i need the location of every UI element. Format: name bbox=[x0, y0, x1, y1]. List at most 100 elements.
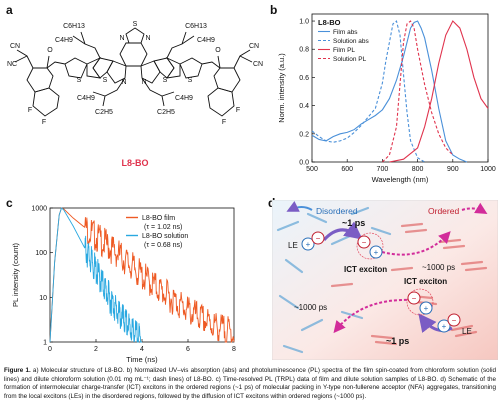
atom-s-far-right: S bbox=[188, 77, 193, 84]
plot-frame bbox=[311, 13, 489, 163]
x-tick-label: 8 bbox=[232, 346, 236, 353]
c4h9-right: C4H9 bbox=[197, 37, 215, 44]
label-1000ps-bottom: ~1000 ps bbox=[294, 303, 327, 312]
c2h5-left: C2H5 bbox=[95, 109, 113, 116]
x-tick-label: 6 bbox=[186, 346, 190, 353]
c6h13-right: C6H13 bbox=[185, 23, 207, 30]
legend-label: L8-BO film bbox=[142, 215, 175, 222]
svg-text:+: + bbox=[306, 240, 311, 249]
f-right-1: F bbox=[236, 107, 240, 114]
series-line-2 bbox=[389, 20, 489, 163]
c4h9-lower-left: C4H9 bbox=[77, 95, 95, 102]
x-tick-label: 500 bbox=[306, 166, 318, 173]
atom-n-right: N bbox=[145, 35, 150, 42]
ict-exciton-bottom: − + bbox=[406, 288, 434, 316]
arrow-ict-diffusion-top bbox=[381, 231, 451, 256]
c6h13-left: C6H13 bbox=[63, 23, 85, 30]
y-tick-label: 0.0 bbox=[299, 160, 309, 167]
x-tick-label: 1000 bbox=[480, 166, 496, 173]
nc-left: NC bbox=[7, 61, 17, 68]
series-line-3 bbox=[382, 20, 454, 163]
svg-text:−: − bbox=[412, 294, 417, 303]
atom-s-center: S bbox=[133, 21, 138, 28]
svg-text:−: − bbox=[362, 238, 367, 247]
caption-lead: Figure 1. bbox=[4, 367, 31, 374]
x-tick-label: 800 bbox=[412, 166, 424, 173]
atom-s-left: S bbox=[103, 77, 108, 84]
x-tick-label: 600 bbox=[341, 166, 353, 173]
label-1000ps-top: ~1000 ps bbox=[422, 263, 455, 272]
chart-title: L8-BO bbox=[318, 18, 341, 27]
label-1ps-bottom: ~1 ps bbox=[386, 336, 409, 346]
legend-label: Film PL bbox=[333, 47, 355, 54]
le-exciton-bottom: + − bbox=[437, 313, 461, 333]
series-line-1 bbox=[311, 20, 425, 163]
label-le-top: LE bbox=[288, 241, 298, 250]
chart-trpl: 0 2 4 6 8 1 10 100 1000 Time (ns) PL intensity (co… bbox=[11, 206, 236, 365]
y-axis-label: Norm. intensity (a.u.) bbox=[277, 53, 286, 123]
f-left-1: F bbox=[28, 107, 32, 114]
y-tick-label: 0.6 bbox=[299, 75, 309, 82]
o-left: O bbox=[47, 47, 53, 54]
legend-label: Film abs bbox=[333, 29, 358, 36]
panel-label-b: b bbox=[270, 3, 278, 17]
y-tick-label: 0.8 bbox=[299, 47, 309, 54]
c4h9-lower-right: C4H9 bbox=[175, 95, 193, 102]
svg-text:−: − bbox=[316, 234, 321, 243]
x-tick-label: 2 bbox=[94, 346, 98, 353]
atom-s-far-left: S bbox=[77, 77, 82, 84]
svg-text:+: + bbox=[424, 304, 429, 313]
cn-right: CN bbox=[253, 61, 263, 68]
atom-n-left: N bbox=[119, 35, 124, 42]
legend-label: L8-BO solution bbox=[142, 233, 188, 240]
arrow-disordered bbox=[286, 201, 313, 212]
arrow-ict-diffusion-bottom bbox=[333, 298, 413, 334]
cn-left-top: CN bbox=[10, 43, 20, 50]
ict-exciton-top: − + bbox=[356, 232, 384, 260]
label-ordered: Ordered bbox=[428, 206, 459, 216]
svg-text:−: − bbox=[452, 316, 457, 325]
chart-abs-pl: 500 600 700 800 900 1000 0.0 0.2 0.4 0.6 0.8 1.0 Wav… bbox=[277, 13, 496, 184]
figure-caption: Figure 1. a) Molecular structure of L8-B… bbox=[4, 367, 496, 401]
x-axis-label: Time (ns) bbox=[126, 355, 158, 364]
label-ict-left: ICT exciton bbox=[344, 265, 387, 274]
series-line-0 bbox=[49, 207, 235, 343]
molecule-name: L8-BO bbox=[122, 158, 149, 168]
c4h9-left: C4H9 bbox=[55, 37, 73, 44]
series-line-0 bbox=[311, 20, 468, 163]
legend-tau: (τ = 1.02 ns) bbox=[144, 224, 182, 231]
atom-n-core-right: N bbox=[141, 79, 146, 86]
arrow-le-to-ict-top bbox=[322, 221, 363, 242]
legend-tau: (τ = 0.68 ns) bbox=[144, 242, 182, 249]
panel-label-d: d bbox=[268, 196, 276, 210]
panel-label-c: c bbox=[6, 196, 13, 210]
panel-label-a: a bbox=[6, 3, 13, 17]
x-tick-label: 4 bbox=[140, 346, 144, 353]
cn-right-top: CN bbox=[249, 43, 259, 50]
arrow-ordered bbox=[461, 202, 488, 215]
f-left-2: F bbox=[42, 119, 46, 126]
y-tick-label: 1000 bbox=[31, 206, 47, 213]
y-tick-label: 10 bbox=[39, 295, 47, 302]
x-tick-label: 900 bbox=[447, 166, 459, 173]
y-axis-label: PL intensity (count) bbox=[11, 243, 20, 307]
label-disordered: Disordered bbox=[316, 206, 358, 216]
y-tick-label: 100 bbox=[35, 250, 47, 257]
x-axis-label: Wavelength (nm) bbox=[372, 175, 429, 184]
f-right-2: F bbox=[222, 119, 226, 126]
y-tick-label: 0.2 bbox=[299, 131, 309, 138]
legend-label: Solution PL bbox=[333, 56, 367, 63]
label-le-bottom: LE bbox=[462, 327, 472, 336]
x-tick-label: 700 bbox=[377, 166, 389, 173]
legend-label: Solution abs bbox=[333, 38, 370, 45]
atom-s-right: S bbox=[163, 77, 168, 84]
o-right: O bbox=[215, 47, 221, 54]
caption-text: a) Molecular structure of L8-BO. b) Norm… bbox=[4, 367, 496, 400]
atom-n-core-left: N bbox=[121, 79, 126, 86]
y-tick-label: 1.0 bbox=[299, 19, 309, 26]
c2h5-right: C2H5 bbox=[157, 109, 175, 116]
y-tick-label: 0.4 bbox=[299, 103, 309, 110]
schematic-background bbox=[272, 200, 498, 360]
svg-text:+: + bbox=[442, 322, 447, 331]
series-line-1 bbox=[49, 207, 142, 343]
